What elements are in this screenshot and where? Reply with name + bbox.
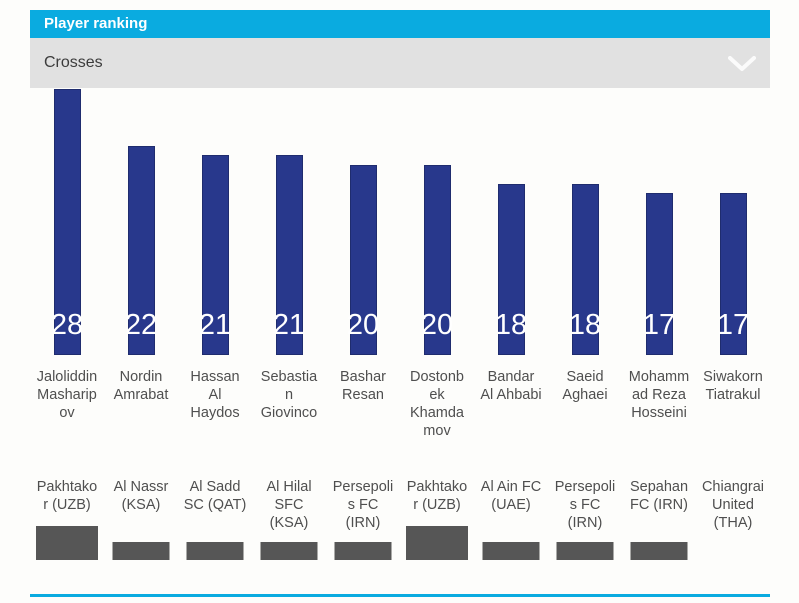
player-name: Nordin Amrabat <box>113 369 169 403</box>
team-logo-image <box>36 526 98 560</box>
teams-row: Pakhtakor (UZB) Al Nassr (KSA) Al Sadd SC … <box>30 478 770 560</box>
player-names-row: Jaloliddin Masharipov Nordin Amrabat Hassa… <box>30 368 770 478</box>
team-cell: Chiangrai United (THA) <box>696 478 770 560</box>
bar: 22 <box>124 146 158 355</box>
bar-value-label: 18 <box>568 309 602 341</box>
team-logo-image <box>260 542 318 560</box>
player-name: Dostonbek Khamdamov <box>409 369 464 439</box>
card-header: Player ranking <box>30 10 770 38</box>
bar: 28 <box>50 89 84 355</box>
team-cell: Pakhtakor (UZB) <box>400 478 474 560</box>
bar: 20 <box>420 165 454 355</box>
bar-value-label: 21 <box>198 309 232 341</box>
bar-value-label: 18 <box>494 309 528 341</box>
team-cell: Al Ain FC (UAE) <box>474 478 548 560</box>
team-logo-image <box>334 542 392 560</box>
team-name: Pakhtakor (UZB) <box>406 479 468 513</box>
team-logo-image <box>406 526 468 560</box>
bar: 18 <box>494 184 528 355</box>
bar-column: 21 <box>252 88 326 355</box>
metric-dropdown-value: Crosses <box>44 54 103 71</box>
team-cell: Al Nassr (KSA) <box>104 478 178 560</box>
player-name: Bashar Resan <box>340 369 386 403</box>
bar: 20 <box>346 165 380 355</box>
page-title: Player ranking <box>44 15 148 32</box>
bar-value-label: 22 <box>124 309 158 341</box>
team-name: Chiangrai United (THA) <box>701 479 765 531</box>
bar: 17 <box>642 193 676 355</box>
team-name: Al Hilal SFC (KSA) <box>266 479 312 531</box>
team-name: Pakhtakor (UZB) <box>36 479 98 513</box>
player-name: Sebastian Giovinco <box>260 369 318 421</box>
bar-column: 17 <box>622 88 696 355</box>
player-name: Saeid Aghaei <box>562 369 608 403</box>
team-logo-image <box>630 542 688 560</box>
team-name: Sepahan FC (IRN) <box>629 479 689 513</box>
team-logo-image <box>482 542 540 560</box>
bar-chart: 28 22 21 21 20 20 18 18 17 17 <box>30 88 770 355</box>
team-name: Al Ain FC (UAE) <box>480 479 542 513</box>
bar-value-label: 17 <box>716 309 750 341</box>
player-ranking-card: Player ranking Crosses 28 22 21 21 20 20 18 18 1… <box>30 10 770 560</box>
bar-column: 20 <box>400 88 474 355</box>
team-cell: Pakhtakor (UZB) <box>30 478 104 560</box>
team-logo-image <box>112 542 170 560</box>
player-name: Jaloliddin Masharipov <box>36 369 98 421</box>
team-name: Al Sadd SC (QAT) <box>183 479 247 513</box>
team-cell: Persepolis FC (IRN) <box>548 478 622 560</box>
team-cell: Al Hilal SFC (KSA) <box>252 478 326 560</box>
bar: 18 <box>568 184 602 355</box>
bar-column: 20 <box>326 88 400 355</box>
bar-value-label: 17 <box>642 309 676 341</box>
bar: 21 <box>272 155 306 355</box>
bar-value-label: 20 <box>346 309 380 341</box>
team-logo-image <box>186 542 244 560</box>
team-cell: Persepolis FC (IRN) <box>326 478 400 560</box>
bar-column: 18 <box>548 88 622 355</box>
player-name: Bandar Al Ahbabi <box>480 369 542 403</box>
bar-column: 22 <box>104 88 178 355</box>
bar: 17 <box>716 193 750 355</box>
team-name: Al Nassr (KSA) <box>113 479 169 513</box>
team-name: Persepolis FC (IRN) <box>332 479 394 531</box>
next-section-top-border <box>30 594 770 597</box>
bar-value-label: 20 <box>420 309 454 341</box>
chevron-down-icon[interactable] <box>728 56 756 77</box>
player-name: Mohammad Reza Hosseini <box>628 369 690 421</box>
team-name: Persepolis FC (IRN) <box>554 479 616 531</box>
bar-value-label: 21 <box>272 309 306 341</box>
bar-column: 18 <box>474 88 548 355</box>
player-name: Siwakorn Tiatrakul <box>703 369 763 403</box>
bar-value-label: 28 <box>50 309 84 341</box>
bar-column: 28 <box>30 88 104 355</box>
team-cell: Sepahan FC (IRN) <box>622 478 696 560</box>
bar: 21 <box>198 155 232 355</box>
team-logo-image <box>556 542 614 560</box>
team-cell: Al Sadd SC (QAT) <box>178 478 252 560</box>
metric-dropdown[interactable]: Crosses <box>30 38 770 88</box>
player-name: Hassan Al Haydos <box>190 369 240 421</box>
bar-column: 17 <box>696 88 770 355</box>
bar-column: 21 <box>178 88 252 355</box>
